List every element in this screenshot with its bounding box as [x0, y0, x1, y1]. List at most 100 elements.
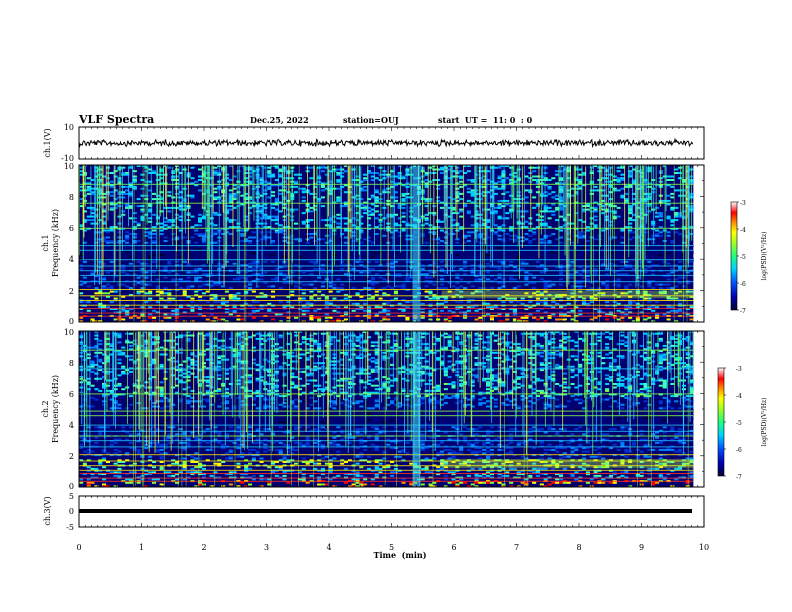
spectrogram-cell: [463, 205, 468, 208]
spectrogram-cell: [466, 301, 471, 304]
spectrogram-cell: [439, 295, 444, 298]
spectrogram-cell: [497, 234, 502, 237]
spectrogram-cell: [313, 260, 318, 263]
spectrogram-cell: [175, 278, 180, 281]
spectrogram-cell: [259, 267, 264, 270]
spectrogram-cell: [505, 199, 510, 202]
spectrogram-cell: [547, 331, 552, 333]
spectrogram-cell: [662, 355, 667, 358]
spectrogram-cell: [474, 357, 479, 359]
spectrogram-cell: [190, 297, 195, 300]
spectrogram-cell: [340, 245, 345, 248]
spectrogram-cell: [382, 351, 387, 354]
spectrogram-cell: [401, 220, 406, 223]
spectrogram-cell: [512, 320, 517, 323]
spectrogram-cell: [497, 187, 502, 190]
spectrogram-cell: [359, 231, 364, 234]
spectrogram-cell: [82, 220, 87, 223]
spectrogram-cell: [678, 308, 683, 310]
spectrogram-cell: [497, 363, 502, 366]
spectrogram-cell: [347, 377, 352, 380]
spectrogram-cell: [140, 205, 145, 208]
spectrogram-cell: [459, 198, 464, 201]
spectrogram-cell: [140, 281, 145, 284]
sferic-spike: [563, 165, 565, 218]
spectrogram-cell: [186, 376, 191, 379]
spectrogram-cell: [651, 187, 656, 190]
spectrogram-cell: [79, 369, 84, 372]
spectrogram-cell: [332, 283, 337, 286]
spectrogram-cell: [551, 196, 556, 199]
spectrogram-cell: [148, 290, 153, 293]
spectrogram-cell: [128, 358, 133, 361]
spectrogram-cell: [328, 281, 333, 284]
spectrogram-cell: [470, 267, 475, 270]
spectrogram-cell: [167, 220, 172, 223]
spectrogram-cell: [620, 355, 625, 358]
spectrogram-cell: [616, 180, 621, 183]
sferic-line: [175, 165, 177, 322]
spectrogram-cell: [121, 372, 126, 375]
spectrogram-cell: [274, 203, 279, 206]
spectrogram-cell: [98, 266, 103, 269]
spectrogram-cell: [320, 281, 325, 284]
spectrogram-cell: [393, 182, 398, 185]
spectrogram-cell: [359, 306, 364, 309]
spectrogram-cell: [489, 264, 494, 267]
spectrogram-cell: [616, 248, 621, 251]
spectrogram-cell: [674, 292, 679, 295]
spectrogram-cell: [79, 189, 84, 192]
spectrogram-cell: [370, 241, 375, 244]
sferic-spike: [128, 165, 129, 227]
spectrogram-cell: [447, 196, 452, 199]
spectrogram-cell: [551, 374, 556, 377]
spectrogram-cell: [109, 203, 114, 206]
spectrogram-cell: [313, 196, 318, 199]
spectrogram-cell: [643, 248, 648, 251]
spectrogram-cell: [102, 238, 107, 241]
spectrogram-cell: [393, 332, 398, 335]
spectrogram-cell: [232, 192, 237, 195]
sferic-spike: [475, 165, 477, 240]
spectrogram-cell: [248, 241, 253, 244]
spectrogram-cell: [251, 248, 256, 251]
spectrogram-cell: [439, 220, 444, 223]
spectrogram-cell: [328, 185, 333, 188]
spectrogram-cell: [574, 177, 579, 180]
spectrogram-cell: [94, 166, 99, 169]
spectrogram-cell: [501, 295, 506, 298]
spectrogram-cell: [578, 182, 583, 185]
spectrogram-cell: [528, 336, 533, 339]
spectrogram-cell: [370, 297, 375, 300]
spectrogram-cell: [113, 170, 118, 173]
spectrogram-cell: [436, 179, 441, 181]
spectrogram-cell: [501, 353, 506, 356]
spectrogram-cell: [313, 362, 318, 365]
spectrogram-cell: [509, 234, 514, 237]
spectrogram-cell: [313, 294, 318, 297]
spectrogram-cell: [612, 369, 617, 372]
spectrogram-cell: [386, 341, 391, 344]
narrowband-line: [79, 295, 694, 297]
spectrogram-cell: [628, 205, 633, 208]
sferic-spike: [568, 165, 570, 285]
spectrogram-cell: [382, 357, 387, 359]
spectrogram-cell: [236, 297, 241, 300]
spectrogram-cell: [447, 343, 452, 346]
spectrogram-cell: [121, 306, 126, 309]
spectrogram-cell: [401, 198, 406, 201]
spectrogram-cell: [148, 255, 153, 258]
spectrogram-cell: [79, 292, 84, 295]
spectrogram-cell: [271, 255, 276, 258]
spectrogram-cell: [393, 350, 398, 353]
spectrogram-cell: [248, 336, 253, 339]
spectrogram-cell: [390, 332, 395, 335]
spectrogram-cell: [374, 360, 379, 363]
spectrogram-cell: [224, 257, 229, 260]
spectrogram-cell: [90, 222, 95, 225]
spectrogram-cell: [512, 318, 517, 321]
spectrogram-cell: [681, 189, 686, 192]
spectrogram-cell: [128, 233, 133, 235]
narrowband-line: [79, 183, 694, 185]
